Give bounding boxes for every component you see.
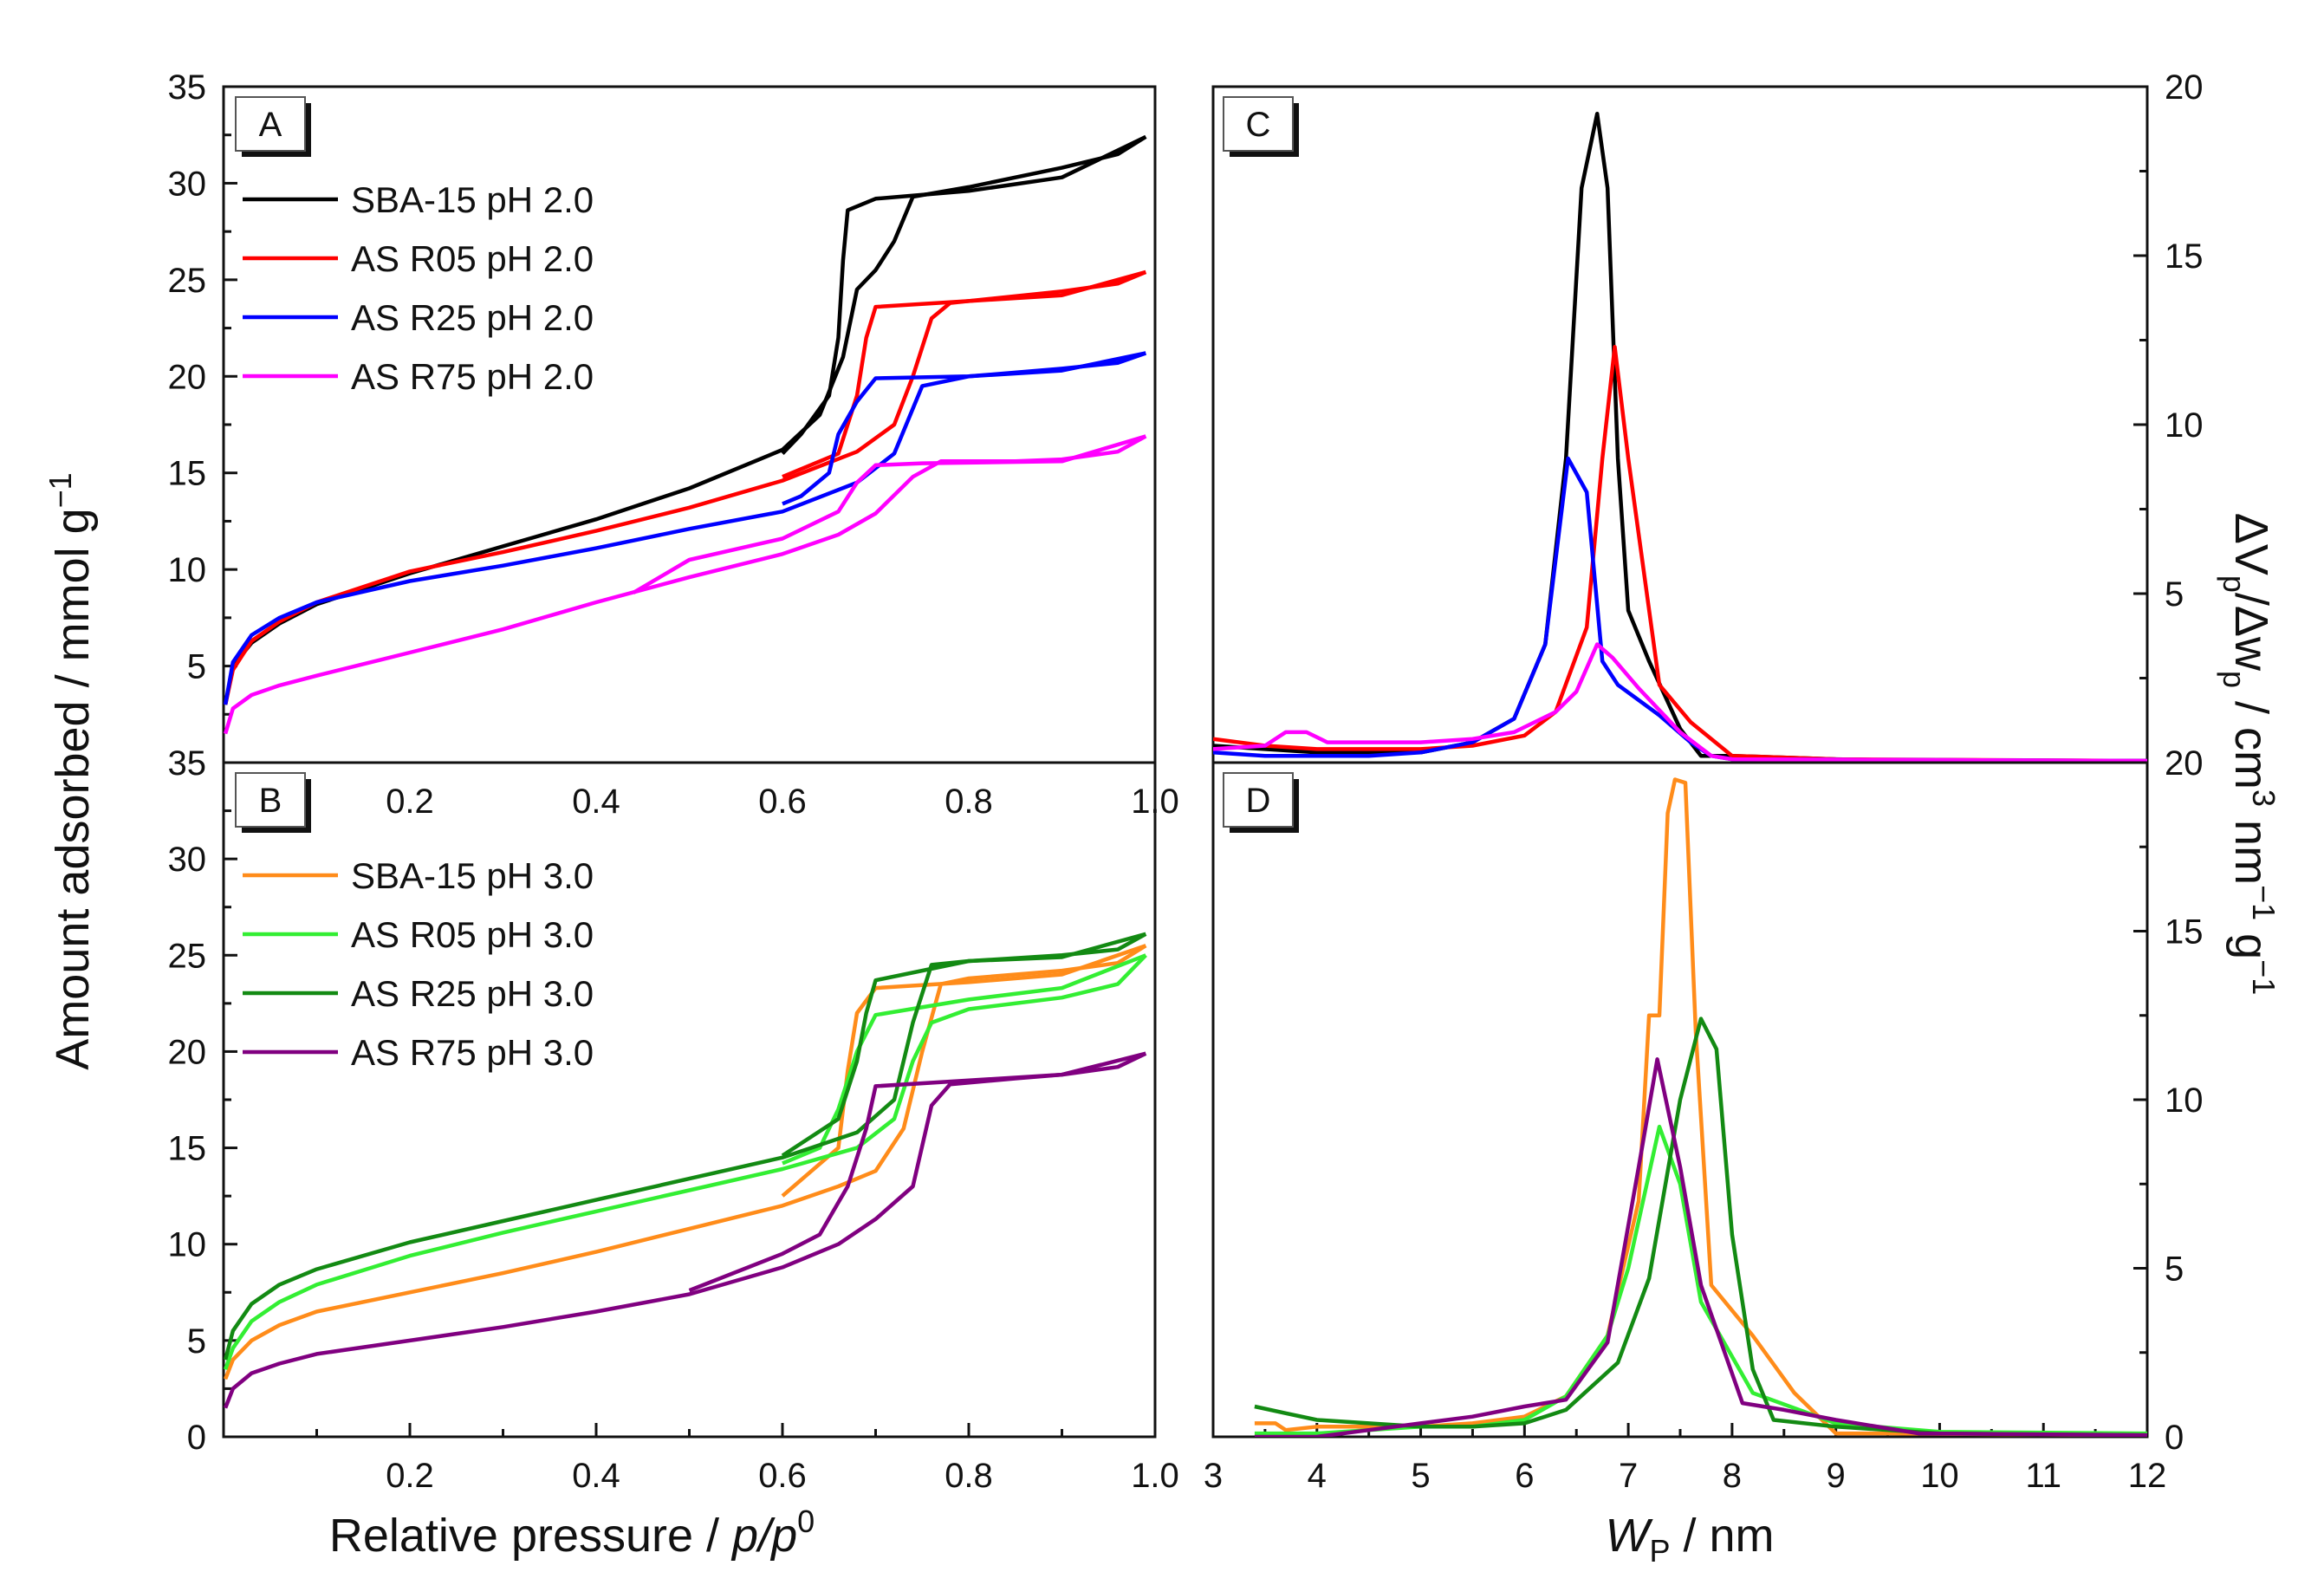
series-line-as-r75-ph-3-0-desorption — [688, 1051, 1146, 1293]
series-group — [1213, 111, 2147, 763]
legend-entry: SBA-15 pH 3.0 — [351, 855, 594, 896]
series-line-as-r05-ph-3-0-desorption — [782, 953, 1147, 1166]
x-tick-label: 0.4 — [572, 783, 620, 821]
y-tick-label: 10 — [168, 551, 207, 589]
x-tick-label: 12 — [2128, 1457, 2167, 1495]
x-tick-label: 9 — [1827, 1457, 1846, 1495]
y-tick-label: 5 — [187, 648, 206, 686]
series-line-as-r25-ph-2-0 — [224, 351, 1147, 705]
x-tick-label: 3 — [1204, 1457, 1223, 1495]
panel-label-box — [1223, 96, 1294, 152]
legend-entry: AS R75 pH 3.0 — [351, 1032, 594, 1073]
series-line-sba-15-ph-2-0 — [1213, 111, 2147, 763]
series-group — [224, 932, 1147, 1409]
legend-entry: AS R25 pH 2.0 — [351, 297, 594, 338]
y-tick-label: 0 — [2165, 1419, 2184, 1457]
series-line-sba-15-ph-2-0-desorption — [781, 134, 1147, 455]
y-tick-label: 35 — [168, 744, 207, 783]
y-tick-label: 20 — [168, 1033, 207, 1071]
x-tick-label: 0.4 — [572, 1457, 620, 1495]
series-line-as-r05-ph-2-0-desorption — [782, 270, 1146, 479]
y-tick-label: 25 — [168, 937, 207, 975]
legend-entry: AS R25 pH 3.0 — [351, 973, 594, 1014]
series-group — [224, 134, 1147, 735]
y-tick-label: 30 — [168, 841, 207, 879]
series-line-as-r25-ph-2-0 — [1213, 456, 2147, 763]
panel-label: D — [1246, 782, 1271, 820]
x-tick-label: 5 — [1411, 1457, 1430, 1495]
series-line-sba-15-ph-3-0 — [1254, 777, 2147, 1437]
left-axis-label: Amount adsorbed / mmol g−1 — [42, 472, 99, 1069]
panel-label: A — [259, 106, 282, 144]
series-line-as-r25-ph-2-0-desorption — [782, 351, 1146, 506]
series-line-sba-15-ph-3-0-desorption — [781, 944, 1147, 1198]
series-line-as-r25-ph-3-0 — [1254, 1017, 2147, 1437]
series-line-as-r05-ph-3-0 — [224, 953, 1147, 1370]
y-tick-label: 0 — [187, 1419, 206, 1457]
y-tick-label: 5 — [2165, 575, 2184, 614]
x-tick-label: 0.8 — [945, 783, 993, 821]
y-tick-label: 5 — [187, 1322, 206, 1361]
panel-label-box — [1223, 772, 1294, 828]
y-tick-label: 15 — [2165, 237, 2204, 276]
x-tick-label: 11 — [2025, 1457, 2061, 1495]
panel-label-box — [235, 96, 306, 152]
panel-label: C — [1246, 106, 1271, 144]
y-tick-label: 15 — [168, 1130, 207, 1168]
panel-C-frame — [1211, 85, 2149, 764]
series-line-as-r75-ph-2-0-desorption — [632, 434, 1146, 594]
y-tick-label: 15 — [168, 455, 207, 493]
x-tick-label: 10 — [1920, 1457, 1959, 1495]
right-axis-label: ΔVp/Δwp / cm3 nm−1 g−1 — [2217, 513, 2282, 995]
y-tick-label: 20 — [168, 358, 207, 396]
series-line-sba-15-ph-2-0 — [224, 134, 1147, 705]
x-tick-label: 0.6 — [758, 783, 807, 821]
y-tick-label: 35 — [168, 68, 207, 107]
legend-entry: AS R05 pH 3.0 — [351, 914, 594, 955]
y-tick-label: 5 — [2165, 1250, 2184, 1289]
y-tick-label: 10 — [2165, 406, 2204, 445]
x-tick-label: 7 — [1619, 1457, 1638, 1495]
legend-entry: AS R05 pH 2.0 — [351, 238, 594, 279]
panel-label: B — [259, 782, 282, 820]
x-tick-label: 6 — [1515, 1457, 1534, 1495]
y-tick-label: 15 — [2165, 913, 2204, 952]
x-tick-label: 0.2 — [386, 783, 434, 821]
x-tick-label: 1.0 — [1131, 1457, 1179, 1495]
y-tick-label: 30 — [168, 165, 207, 203]
x-tick-label: 4 — [1308, 1457, 1327, 1495]
series-line-sba-15-ph-3-0 — [224, 944, 1147, 1380]
panel-C: 5 10 15 20 C — [1211, 68, 2204, 764]
series-group — [1254, 777, 2147, 1437]
y-tick-label: 25 — [168, 262, 207, 300]
x-tick-label: 0.2 — [386, 1457, 434, 1495]
y-tick-label: 10 — [168, 1226, 207, 1264]
series-line-as-r75-ph-3-0 — [1254, 1057, 2147, 1437]
panel-B: 0 5 10 15 20 25 30 35 0.2 0.4 0.6 0.8 1.0 B SBA-15 pH … — [168, 744, 1179, 1495]
x-tick-label: 8 — [1723, 1457, 1742, 1495]
x-tick-label: 0.6 — [758, 1457, 807, 1495]
series-line-as-r25-ph-3-0-desorption — [781, 932, 1146, 1158]
bottom-left-axis-label: Relative pressure / p/p0 — [329, 1504, 815, 1562]
legend-entry: AS R75 pH 2.0 — [351, 356, 594, 397]
legend-entry: SBA-15 pH 2.0 — [351, 179, 594, 220]
y-tick-label: 20 — [2165, 744, 2204, 783]
x-tick-label: 0.8 — [945, 1457, 993, 1495]
series-line-as-r75-ph-2-0 — [1213, 642, 2147, 763]
y-tick-label: 10 — [2165, 1082, 2204, 1120]
y-tick-label: 20 — [2165, 68, 2204, 107]
panel-label-box — [235, 772, 306, 828]
series-line-as-r05-ph-2-0 — [1213, 345, 2147, 763]
bottom-right-axis-label: WP / nm — [1605, 1510, 1774, 1569]
panel-D: 0 5 10 15 20 3 4 5 6 7 8 9 10 11 12 D — [1204, 744, 2204, 1495]
